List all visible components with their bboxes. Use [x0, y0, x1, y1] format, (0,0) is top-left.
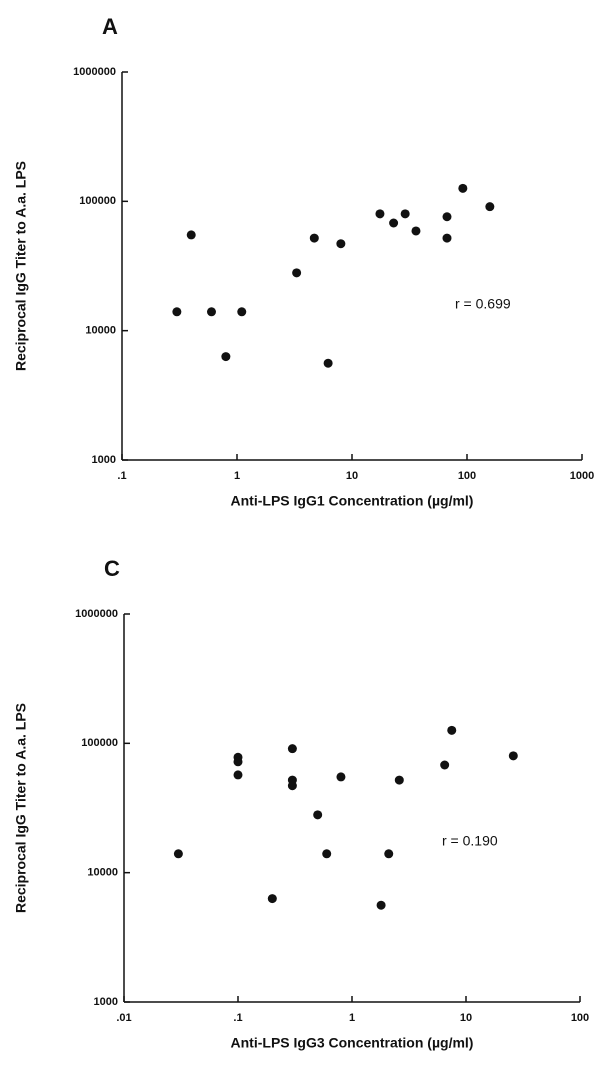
annotation: r = 0.190	[442, 833, 498, 849]
point	[233, 770, 243, 780]
point	[287, 744, 297, 754]
point	[323, 358, 333, 368]
x-tick-label: 100	[458, 470, 476, 482]
x-tick-label: 1000	[570, 470, 594, 482]
y-tick-label: 1000	[92, 454, 116, 466]
point	[411, 226, 421, 236]
point	[267, 894, 277, 904]
y-tick-label: 100000	[79, 195, 116, 207]
y-tick-label: 10000	[87, 867, 118, 879]
point	[442, 212, 452, 222]
y-axis-title: Reciprocal IgG Titer to A.a. LPS	[13, 161, 29, 371]
point	[173, 849, 183, 859]
point	[322, 849, 332, 859]
y-tick-label: 1000	[94, 996, 118, 1008]
point	[376, 900, 386, 910]
point	[394, 775, 404, 785]
point	[172, 307, 182, 317]
x-tick-label: 1	[234, 470, 240, 482]
x-tick-label: .1	[117, 470, 126, 482]
point	[287, 781, 297, 791]
point	[221, 352, 231, 362]
point	[292, 268, 302, 278]
point	[206, 307, 216, 317]
panel-title: C	[104, 556, 120, 581]
y-axis-title: Reciprocal IgG Titer to A.a. LPS	[13, 703, 29, 913]
x-tick-label: 100	[571, 1012, 589, 1024]
point	[440, 760, 450, 770]
x-tick-label: .01	[116, 1012, 131, 1024]
x-tick-label: .1	[233, 1012, 242, 1024]
point	[237, 307, 247, 317]
point	[389, 218, 399, 228]
y-tick-label: 100000	[81, 737, 118, 749]
y-tick-label: 10000	[85, 325, 116, 337]
point	[375, 209, 385, 219]
point	[384, 849, 394, 859]
point	[458, 183, 468, 193]
panel-title: A	[102, 14, 118, 39]
point	[400, 209, 410, 219]
x-tick-label: 1	[349, 1012, 355, 1024]
x-tick-label: 10	[460, 1012, 472, 1024]
point	[309, 233, 319, 243]
annotation: r = 0.699	[455, 296, 511, 312]
point	[233, 757, 243, 767]
point	[442, 233, 452, 243]
point	[485, 202, 495, 212]
x-axis-title: Anti-LPS IgG3 Concentration (µg/ml)	[231, 1035, 474, 1051]
point	[313, 810, 323, 820]
x-axis-title: Anti-LPS IgG1 Concentration (µg/ml)	[231, 493, 474, 509]
y-tick-label: 1000000	[73, 66, 116, 78]
point	[186, 230, 196, 240]
point	[336, 239, 346, 249]
y-tick-label: 1000000	[75, 608, 118, 620]
point	[508, 751, 518, 761]
x-tick-label: 10	[346, 470, 358, 482]
point	[336, 772, 346, 782]
point	[447, 725, 457, 735]
